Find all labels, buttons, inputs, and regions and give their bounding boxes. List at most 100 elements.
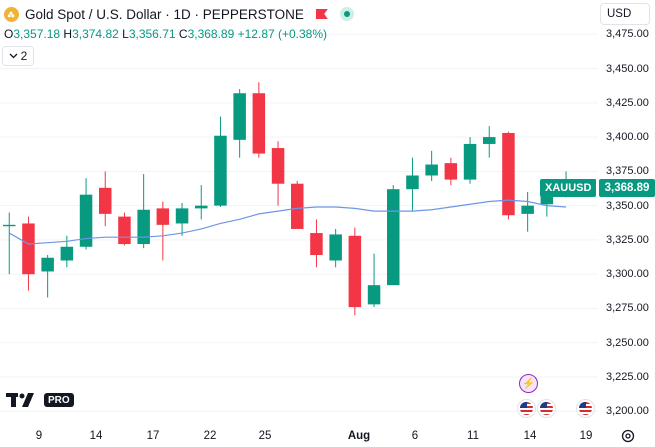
time-tick-label: 17 [146,430,160,442]
price-tick-label: 3,450.00 [606,62,649,75]
candle-body [233,93,246,140]
price-tick-label: 3,350.00 [606,199,649,212]
candle-body [137,209,150,245]
candle-body [540,196,554,205]
time-tick-label: 22 [203,430,217,442]
price-tick-label: 3,250.00 [606,336,649,349]
candle-body [99,187,112,214]
price-tick-label: 3,325.00 [606,233,649,246]
candle[interactable] [463,137,477,184]
time-tick-label: 19 [579,430,593,442]
candle[interactable] [156,201,170,261]
currency-label: USD [607,8,632,20]
price-tick-label: 3,200.00 [606,405,649,418]
candle-body [60,246,74,261]
ohlc-values: O3,357.18 H3,374.82 L3,356.71 C3,368.89 … [4,27,327,41]
close-label: C [178,27,188,41]
time-tick-label: 14 [523,430,537,442]
candle[interactable] [118,212,131,246]
candle-body [483,137,496,144]
symbol-header[interactable]: Gold Spot / U.S. Dollar · 1D · PEPPERSTO… [4,5,354,23]
candle[interactable] [79,178,93,250]
candle-body [387,189,400,286]
currency-selector[interactable]: USD [600,3,650,25]
candle[interactable] [387,185,400,286]
candle[interactable] [291,180,304,229]
symbol-title[interactable]: Gold Spot / U.S. Dollar · 1D · PEPPERSTO… [25,6,304,22]
price-axis[interactable]: 3,475.00 3,450.00 3,425.00 3,400.00 3,375.00… [598,0,655,425]
candle[interactable] [214,116,227,208]
high-value: 3,374.82 [72,27,119,41]
chevron-down-icon [9,53,18,59]
candle[interactable] [195,185,208,220]
candle[interactable] [252,82,266,158]
lightning-event-icon[interactable]: ⚡ [519,374,538,393]
last-price-label: 3,368.89 [599,179,655,197]
gear-icon[interactable] [620,428,636,444]
candle-body [156,208,170,225]
candle-body [348,235,362,308]
candle[interactable] [99,171,112,227]
time-tick-label: 25 [258,430,272,442]
candle-body [214,135,227,206]
price-tick-label: 3,375.00 [606,165,649,178]
red-flag-icon[interactable] [315,9,328,19]
candle[interactable] [137,174,150,249]
time-axis[interactable]: 9 14 17 22 25 Aug 6 11 14 19 [0,425,598,447]
candle-body [502,132,515,216]
candle[interactable] [329,228,342,268]
pro-badge: PRO [44,393,74,407]
candle-body [329,234,342,261]
high-label: H [63,27,73,41]
tradingview-logo-icon [6,393,34,407]
change-value: +12.87 (+0.38%) [237,27,328,41]
us-flag-event-icon[interactable] [576,399,595,418]
time-tick-label: 11 [467,430,479,442]
open-value: 3,357.18 [13,27,61,41]
low-label: L [122,27,129,41]
price-tick-label: 3,275.00 [606,302,649,315]
candle[interactable] [22,216,35,291]
candle-body [41,257,54,272]
candle-body [175,208,189,224]
candle-body [367,285,381,305]
indicators-collapse-button[interactable]: 2 [2,46,34,66]
close-value: 3,368.89 [187,27,235,41]
market-open-dot-icon [339,7,354,21]
price-tick-label: 3,300.00 [606,268,649,281]
candle[interactable] [425,150,438,181]
candle[interactable] [483,126,496,158]
us-flag-event-icon[interactable] [517,399,536,418]
candle[interactable] [521,191,534,232]
candle[interactable] [444,157,458,186]
candle-body [118,216,131,245]
candle[interactable] [3,212,16,275]
candle-body [310,233,323,255]
indicator-count: 2 [20,49,28,63]
tradingview-logo[interactable]: PRO [6,393,74,407]
candle[interactable] [406,157,419,212]
time-tick-label: 14 [89,430,103,442]
candle[interactable] [175,202,189,236]
chart-pane[interactable] [0,0,598,425]
candle[interactable] [310,219,323,268]
candle-body [425,164,438,176]
candle[interactable] [41,255,54,298]
candle[interactable] [233,89,246,158]
candle-body [463,143,477,180]
candle-body [252,93,266,154]
candle-body [271,148,285,184]
open-label: O [4,27,14,41]
us-flag-event-icon[interactable] [537,399,556,418]
candle-body [79,194,93,247]
time-tick-label: 9 [35,430,43,442]
moving-average-line[interactable] [8,199,567,245]
candlestick-chart[interactable] [0,0,598,425]
candle[interactable] [348,227,362,316]
candle[interactable] [502,131,515,220]
candle[interactable] [367,253,381,308]
candle[interactable] [271,141,285,206]
candle-body [521,205,534,214]
time-tick-label: 6 [411,430,419,442]
price-tick-label: 3,400.00 [606,131,649,144]
